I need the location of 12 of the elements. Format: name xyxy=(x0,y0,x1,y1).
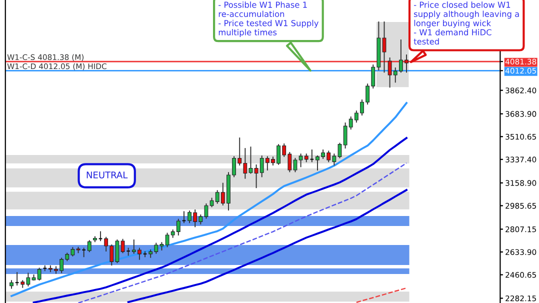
line-series xyxy=(127,189,408,303)
candlestick xyxy=(382,21,386,73)
line-series xyxy=(10,102,408,297)
line-series xyxy=(78,162,408,303)
line-series xyxy=(356,287,408,303)
annotation: NEUTRAL xyxy=(86,172,128,178)
text: - Price closed below W1 supply although leaving a longer buying wick - W1 demand HiDC tested xyxy=(414,2,519,45)
annotation: - Possible W1 Phase 1 re-accumulation - Price tested W1 Supply multiple times xyxy=(218,2,318,37)
candlestick xyxy=(120,238,125,254)
line-series xyxy=(32,137,408,303)
candlestick xyxy=(338,142,342,158)
candlestick xyxy=(87,240,92,252)
